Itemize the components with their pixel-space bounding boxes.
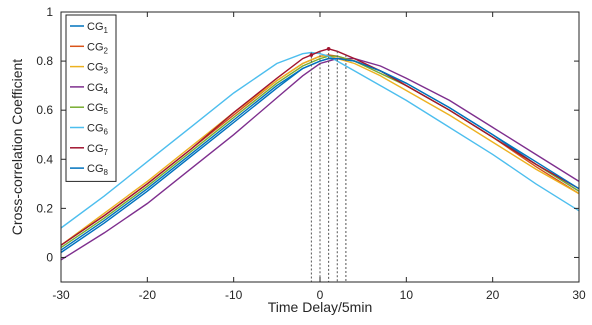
y-axis-label: Cross-correlation Coefficient [9,59,25,235]
legend-entry-cg5: CG5 [87,102,109,116]
y-tick-label: 0.6 [36,103,53,117]
x-tick-label: 30 [572,288,586,302]
x-tick-label: 10 [400,288,414,302]
legend-entry-cg4: CG4 [87,82,109,96]
y-tick-label: 0.4 [36,152,53,166]
legend-entry-cg2: CG2 [87,41,109,55]
legend-entry-cg7: CG7 [87,143,109,157]
peak-point [309,53,314,57]
x-tick-label: 0 [317,288,324,302]
x-tick-label: -10 [225,288,243,302]
y-tick-label: 0.2 [36,201,53,215]
y-tick-label: 0 [46,250,53,264]
peak-point [326,47,331,51]
x-axis-label: Time Delay/5min [268,299,373,315]
legend-box [65,14,117,182]
legend-entry-cg1: CG1 [87,21,109,35]
series-line-cg6 [60,51,580,229]
y-tick-label: 1 [46,5,53,19]
x-tick-label: -20 [139,288,157,302]
legend-entry-cg6: CG6 [87,123,109,137]
legend-entry-cg8: CG8 [87,163,109,177]
x-tick-label: 20 [486,288,500,302]
plot-marks [60,47,580,282]
x-axis-ticks: -30 -20 -10 0 10 20 30 [52,12,586,302]
y-axis-ticks: 0 0.2 0.4 0.6 0.8 1 [36,5,579,264]
y-tick-label: 0.8 [36,54,53,68]
x-tick-label: -30 [52,288,70,302]
legend: CG1 CG2 CG3 CG4 CG5 CG6 CG7 CG8 [65,14,117,182]
legend-entry-cg3: CG3 [87,62,109,76]
